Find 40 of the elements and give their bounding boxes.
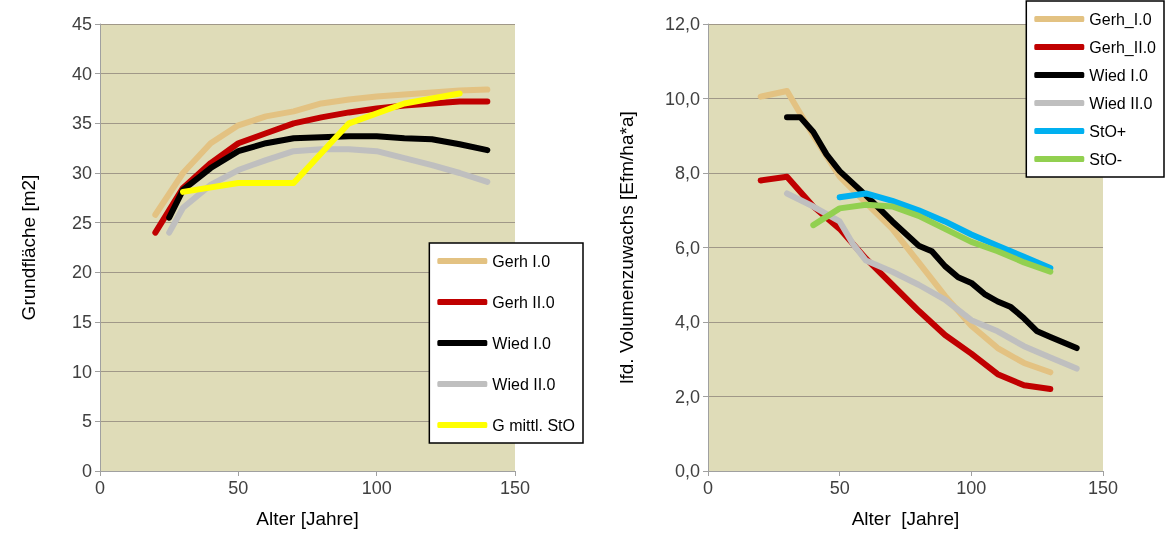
y-axis-title: Grundfläche [m2] xyxy=(18,174,39,321)
legend-label: Wied I.0 xyxy=(492,334,552,352)
y-tick-label: 40 xyxy=(71,63,92,84)
legend-label: Wied II.0 xyxy=(1089,94,1153,112)
y-tick-label: 30 xyxy=(71,163,92,183)
x-tick-label: 0 xyxy=(702,478,714,498)
y-tick-label: 6,0 xyxy=(674,237,700,258)
legend-label: Gerh_I.0 xyxy=(1089,10,1152,29)
y-tick-label: 2,0 xyxy=(674,386,700,407)
y-tick-label: 25 xyxy=(71,212,92,233)
legend-label: StO+ xyxy=(1089,122,1127,140)
x-axis-title: Alter [Jahre] xyxy=(851,508,960,529)
y-tick-label: 0 xyxy=(81,461,92,481)
y-axis-title: lfd. Volumenzuwachs [Efm/ha*a] xyxy=(616,111,637,384)
legend-label: Wied I.0 xyxy=(1089,66,1149,84)
y-tick-label: 5 xyxy=(81,411,92,432)
x-tick-label: 100 xyxy=(361,478,392,498)
y-tick-label: 45 xyxy=(71,14,92,34)
x-axis-title: Alter [Jahre] xyxy=(256,508,359,529)
y-tick-label: 35 xyxy=(71,113,92,134)
legend-label: G mittl. StO xyxy=(492,416,575,434)
x-tick-label: 150 xyxy=(499,478,531,498)
y-tick-label: 0,0 xyxy=(674,461,700,481)
y-tick-label: 15 xyxy=(71,312,92,332)
y-tick-label: 12,0 xyxy=(664,14,700,34)
legend-label: Gerh_II.0 xyxy=(1089,38,1157,57)
legend-label: Wied II.0 xyxy=(492,375,556,393)
x-tick-label: 100 xyxy=(956,478,987,498)
legend-label: StO- xyxy=(1089,150,1123,168)
y-tick-label: 8,0 xyxy=(674,163,700,183)
x-tick-label: 150 xyxy=(1087,478,1119,498)
x-tick-label: 50 xyxy=(228,478,249,498)
x-tick-label: 0 xyxy=(94,478,106,498)
y-tick-label: 10 xyxy=(71,361,92,382)
y-tick-label: 10,0 xyxy=(664,88,700,109)
legend-label: Gerh I.0 xyxy=(492,252,551,270)
legend-label: Gerh II.0 xyxy=(492,293,555,311)
y-tick-label: 4,0 xyxy=(674,312,700,332)
x-tick-label: 50 xyxy=(829,478,850,498)
y-tick-label: 20 xyxy=(71,262,92,283)
